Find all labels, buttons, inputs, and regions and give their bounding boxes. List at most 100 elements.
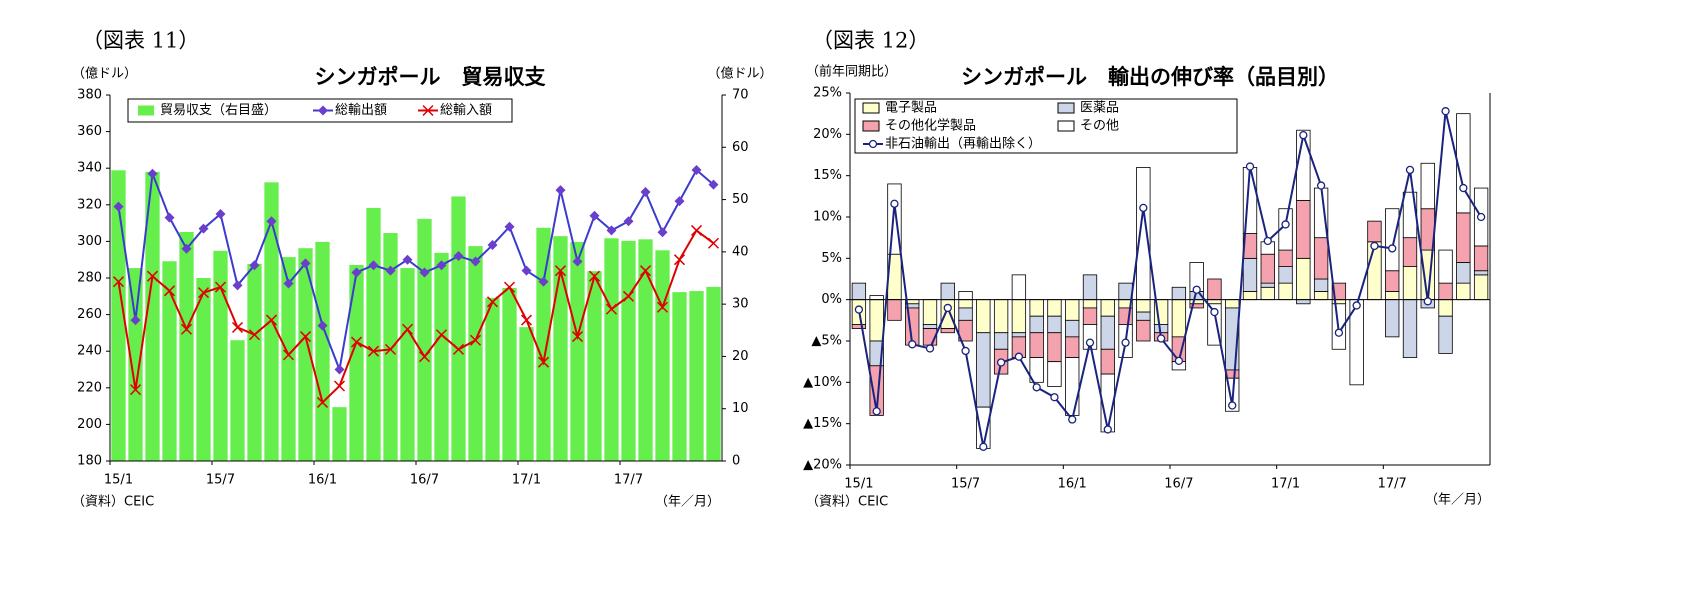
bar-segment [1367,220,1382,243]
marker [231,321,244,333]
bar-segment [1029,315,1044,334]
marker [1352,301,1361,310]
marker-stroke [422,104,434,117]
bar-segment [1136,299,1151,313]
marker [487,240,498,251]
marker-stroke [639,265,652,277]
bar-segment [887,299,902,321]
bar-segment [940,328,955,334]
bar-segment [1473,270,1489,276]
bar-segment [1011,274,1027,301]
y2-tick-label: 0 [732,454,740,469]
bar [315,241,330,461]
y-tick-label: 340 [77,161,102,176]
marker [674,196,685,207]
bar-segment [1136,311,1151,321]
bar-segment [1402,266,1418,301]
y-tick-label: ▲10% [803,375,842,390]
marker [470,256,481,267]
x-tick-label: 17/7 [1378,477,1407,492]
marker [129,384,142,396]
x-tick-label: 16/1 [1058,477,1087,492]
marker-stroke [452,343,465,355]
bar [400,268,415,461]
marker [622,290,635,302]
y-axis-label: （前年同期比） [806,64,897,80]
bar-segment [1402,299,1418,358]
marker [249,260,260,271]
bar-segment [1047,299,1062,317]
y-tick-label: 360 [77,124,102,139]
y-tick-label: 260 [77,307,102,322]
marker-stroke [265,314,278,326]
y-tick-label: 25% [813,86,842,101]
bar-segment [1438,282,1453,301]
marker [1032,383,1041,392]
marker [537,356,550,368]
bar-segment [1171,286,1187,301]
y-tick-label: 5% [821,251,842,266]
legend-swatch [862,120,880,132]
marker [419,267,430,278]
marker [555,185,566,196]
marker [605,303,618,315]
legend-item: 貿易収支（右目盛） [138,103,277,118]
y-tick-label: ▲5% [811,334,842,349]
marker [299,331,312,343]
marker [232,280,243,291]
bar [349,264,364,461]
marker [1405,165,1415,175]
marker [538,276,549,287]
marker [452,343,465,355]
marker [503,281,516,293]
marker-stroke [435,329,448,341]
bar-segment [1082,307,1098,325]
marker [402,254,413,265]
marker [868,139,878,149]
bar-segment [1313,237,1329,280]
legend-box [854,98,1238,154]
x-tick-label: 17/1 [512,473,541,488]
x-tick-label: 15/7 [206,473,235,488]
marker [318,105,328,116]
marker [521,265,532,276]
marker [925,344,935,353]
bar-segment [1171,299,1187,338]
marker [248,329,261,341]
marker-stroke [180,323,193,335]
bar-segment [1296,129,1311,201]
bar-segment [958,290,973,301]
marker-stroke [503,281,516,293]
marker-stroke [486,296,499,308]
marker-stroke [129,384,142,396]
chart-title: シンガポール 貿易収支 [315,65,547,89]
bar-segment [1065,336,1080,358]
marker [436,260,447,271]
y2-tick-label: 40 [732,244,749,259]
bar-segment [1438,249,1453,284]
marker [908,340,917,349]
bar-segment [1473,245,1489,272]
marker [1014,352,1024,361]
bar-segment [1385,290,1400,301]
legend-item: 電子製品 [862,101,937,116]
marker-stroke [401,323,414,335]
y-tick-label: 380 [77,88,102,103]
bar-segment [1438,315,1453,354]
bar-segment [1278,249,1293,267]
marker [385,265,396,276]
marker [1459,183,1468,193]
marker [282,349,295,361]
marker [435,329,448,341]
legend-item: その他 [1057,119,1119,134]
marker [606,225,617,236]
bar [451,196,466,462]
marker [1121,338,1130,347]
marker [1156,334,1166,343]
marker-stroke [282,349,295,361]
bar-segment [1456,262,1471,284]
legend-swatch [1057,120,1075,132]
bar [230,340,245,461]
bar-segment [1029,357,1044,383]
marker [690,224,703,236]
